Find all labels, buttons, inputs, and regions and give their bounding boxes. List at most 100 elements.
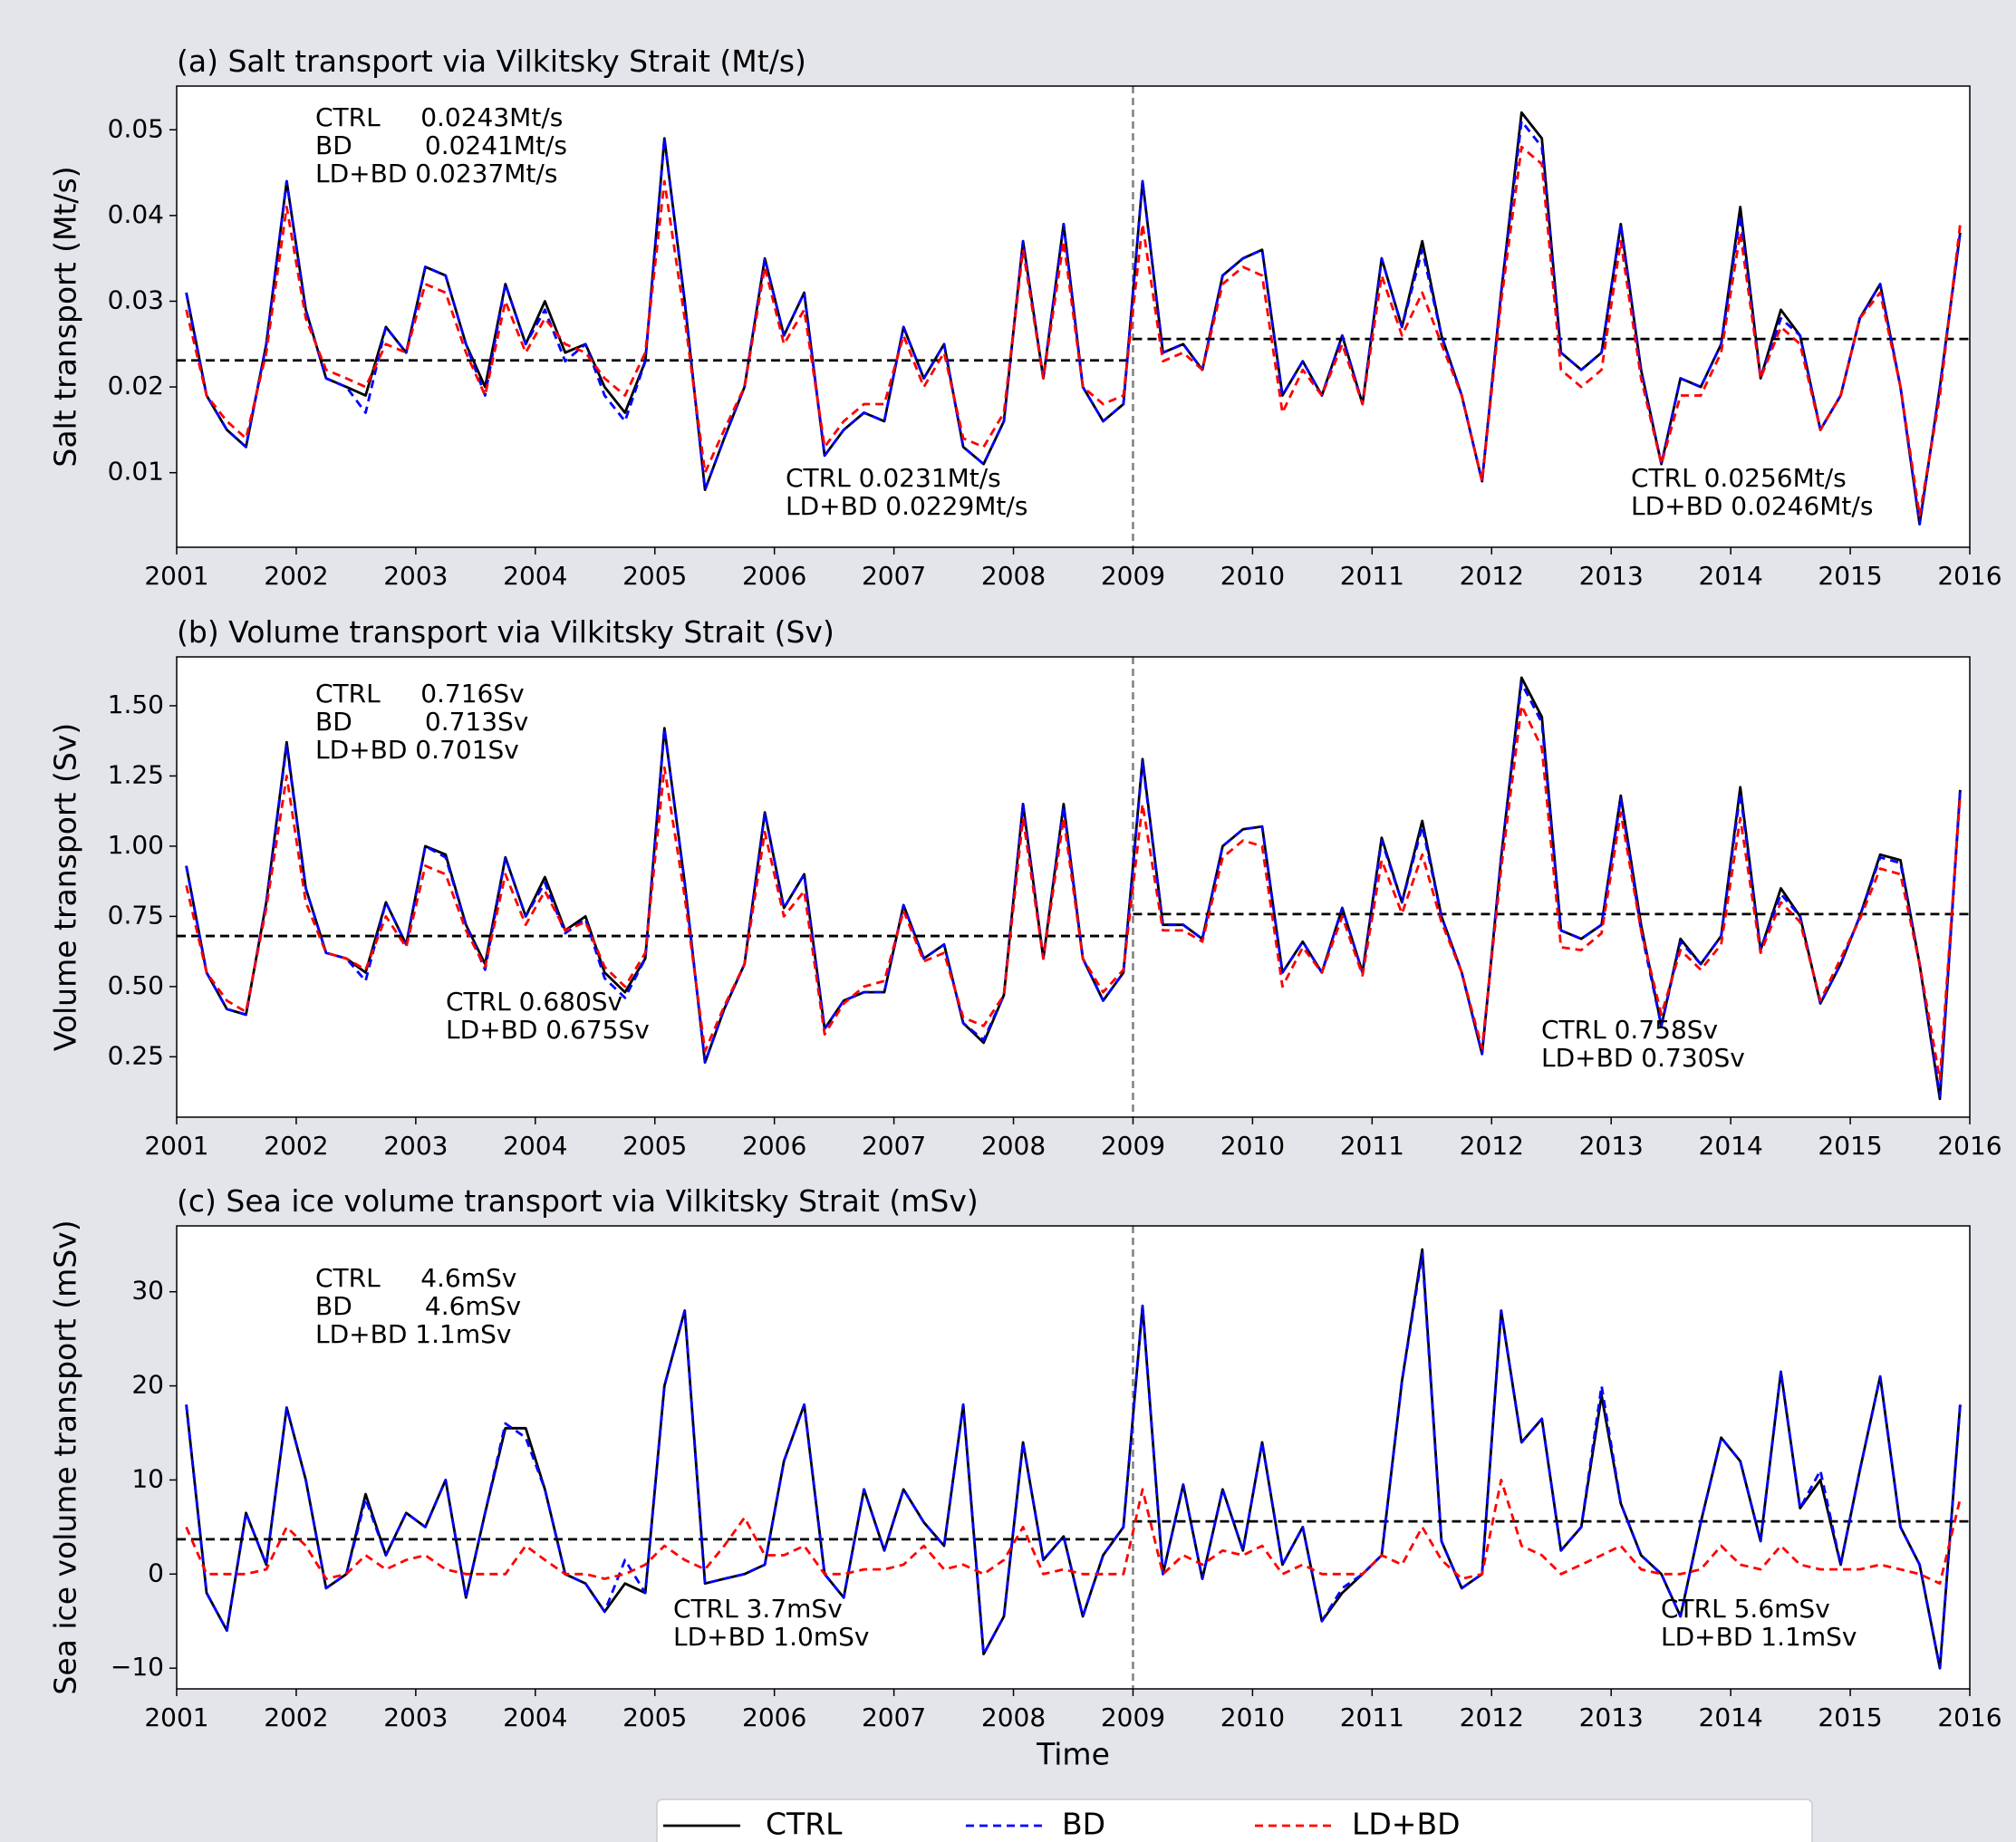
annotation: CTRL 0.0231Mt/s (786, 463, 1001, 493)
annotation: LD+BD 0.701Sv (315, 735, 519, 765)
x-tick-label: 2015 (1818, 561, 1882, 591)
x-tick-label: 2007 (862, 561, 926, 591)
annotation: CTRL 0.0243Mt/s (315, 102, 563, 132)
annotation: LD+BD 0.0237Mt/s (315, 159, 557, 188)
y-tick-label: 1.25 (108, 759, 164, 789)
x-tick-label: 2005 (622, 1702, 687, 1732)
x-tick-label: 2004 (503, 1131, 567, 1161)
x-tick-label: 2003 (383, 1131, 448, 1161)
x-tick-label: 2005 (622, 561, 687, 591)
y-axis-label: Volume transport (Sv) (48, 723, 83, 1051)
y-tick-label: 20 (131, 1370, 164, 1400)
annotation: BD 0.713Sv (315, 707, 528, 737)
plot-area (177, 1226, 1970, 1689)
panel-title: (a) Salt transport via Vilkitsky Strait … (177, 43, 806, 79)
annotation: LD+BD 1.0mSv (673, 1622, 869, 1652)
annotation: CTRL 0.716Sv (315, 679, 525, 709)
x-tick-label: 2010 (1220, 561, 1285, 591)
y-tick-label: 30 (131, 1276, 164, 1306)
annotation: CTRL 5.6mSv (1661, 1594, 1830, 1624)
x-tick-label: 2007 (862, 1131, 926, 1161)
plot-frame (176, 85, 1971, 548)
y-tick-label: 0.04 (108, 199, 164, 229)
annotation: LD+BD 0.0229Mt/s (786, 491, 1027, 521)
x-tick-label: 2003 (383, 1702, 448, 1732)
x-tick-label: 2001 (144, 1702, 208, 1732)
annotation: CTRL 0.758Sv (1541, 1015, 1718, 1045)
y-tick-label: 0.25 (108, 1040, 164, 1070)
x-tick-label: 2001 (144, 1131, 208, 1161)
annotation: LD+BD 0.675Sv (446, 1015, 650, 1045)
series-line (185, 681, 1962, 1098)
x-tick-label: 2006 (742, 1131, 806, 1161)
x-tick-label: 2007 (862, 1702, 926, 1732)
x-tick-label: 2011 (1340, 1131, 1404, 1161)
panel-title: (c) Sea ice volume transport via Vilkits… (177, 1183, 979, 1219)
x-tick-label: 2002 (264, 561, 328, 591)
annotation: BD 4.6mSv (315, 1291, 521, 1321)
annotation: LD+BD 1.1mSv (1661, 1622, 1857, 1652)
x-tick-label: 2013 (1579, 1131, 1644, 1161)
x-tick-label: 2005 (622, 1131, 687, 1161)
x-tick-label: 2006 (742, 561, 806, 591)
plot-frame (176, 656, 1971, 1118)
annotation: CTRL 3.7mSv (673, 1594, 843, 1624)
y-tick-label: 0.02 (108, 371, 164, 400)
y-tick-label: 1.50 (108, 690, 164, 719)
y-tick-label: 0.75 (108, 900, 164, 930)
legend-label: CTRL (766, 1807, 843, 1842)
legend-label: BD (1062, 1807, 1105, 1842)
x-tick-label: 2003 (383, 561, 448, 591)
y-tick-label: −10 (111, 1652, 164, 1682)
x-tick-label: 2010 (1220, 1702, 1285, 1732)
x-tick-label: 2008 (981, 561, 1046, 591)
x-tick-label: 2014 (1699, 1702, 1763, 1732)
x-tick-label: 2016 (1937, 561, 2002, 591)
x-tick-label: 2011 (1340, 1702, 1404, 1732)
annotation: CTRL 0.0256Mt/s (1631, 463, 1847, 493)
legend-box (656, 1799, 1813, 1842)
y-tick-label: 0.01 (108, 457, 164, 487)
annotation: CTRL 4.6mSv (315, 1263, 516, 1293)
x-tick-label: 2010 (1220, 1131, 1285, 1161)
x-tick-label: 2004 (503, 561, 567, 591)
y-tick-label: 0.05 (108, 113, 164, 143)
x-tick-label: 2002 (264, 1702, 328, 1732)
x-tick-label: 2001 (144, 561, 208, 591)
x-tick-label: 2015 (1818, 1702, 1882, 1732)
x-tick-label: 2016 (1937, 1131, 2002, 1161)
annotation: LD+BD 1.1mSv (315, 1319, 511, 1349)
x-axis-label: Time (1036, 1737, 1110, 1772)
x-tick-label: 2002 (264, 1131, 328, 1161)
x-tick-label: 2004 (503, 1702, 567, 1732)
x-tick-label: 2012 (1460, 1131, 1524, 1161)
x-tick-label: 2013 (1579, 561, 1644, 591)
x-tick-label: 2016 (1937, 1702, 2002, 1732)
y-tick-label: 0.03 (108, 284, 164, 314)
annotation: CTRL 0.680Sv (446, 987, 622, 1017)
x-tick-label: 2009 (1101, 561, 1165, 591)
x-tick-label: 2013 (1579, 1702, 1644, 1732)
plot-frame (176, 1225, 1971, 1690)
x-tick-label: 2009 (1101, 1702, 1165, 1732)
x-tick-label: 2014 (1699, 1131, 1763, 1161)
x-tick-label: 2012 (1460, 1702, 1524, 1732)
series-line (185, 145, 1962, 517)
x-tick-label: 2012 (1460, 561, 1524, 591)
y-tick-label: 0 (148, 1558, 164, 1587)
annotation: LD+BD 0.0246Mt/s (1631, 491, 1873, 521)
x-tick-label: 2009 (1101, 1131, 1165, 1161)
legend-label: LD+BD (1352, 1807, 1461, 1842)
x-tick-label: 2008 (981, 1131, 1046, 1161)
y-tick-label: 10 (131, 1463, 164, 1493)
series-line (185, 1252, 1962, 1670)
y-tick-label: 0.50 (108, 970, 164, 1000)
series-line (185, 704, 1962, 1081)
annotation: BD 0.0241Mt/s (315, 130, 567, 160)
y-axis-label: Sea ice volume transport (mSv) (48, 1220, 83, 1694)
annotation: LD+BD 0.730Sv (1541, 1043, 1745, 1073)
x-tick-label: 2015 (1818, 1131, 1882, 1161)
series-line (185, 1479, 1962, 1586)
x-tick-label: 2014 (1699, 561, 1763, 591)
